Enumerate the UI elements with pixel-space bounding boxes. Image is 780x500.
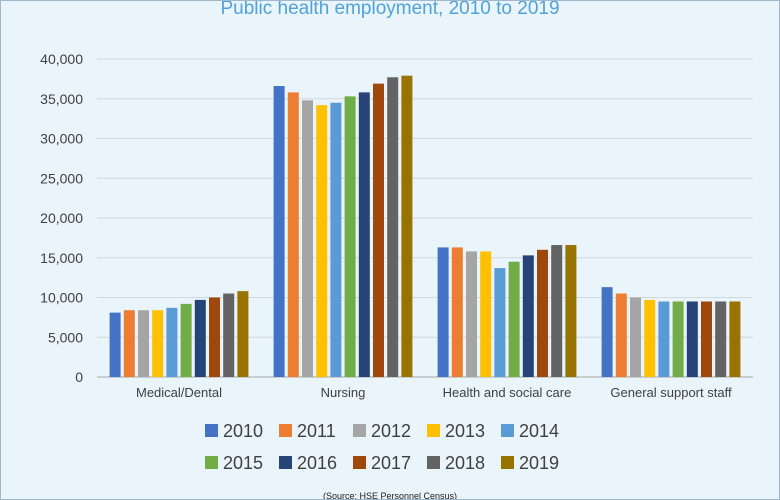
bar: [551, 245, 563, 377]
y-tick-label: 40,000: [40, 51, 83, 67]
x-tick-label: Medical/Dental: [136, 385, 222, 400]
bar: [508, 261, 520, 377]
legend-label: 2012: [371, 421, 411, 441]
y-axis: 0 5,000 10,000 15,000 20,000 25,000 30,000 35,0…: [40, 51, 83, 385]
bar: [166, 307, 178, 377]
y-tick-label: 10,000: [40, 290, 83, 306]
bar: [480, 251, 492, 377]
legend-label: 2017: [371, 453, 411, 473]
y-tick-label: 35,000: [40, 91, 83, 107]
bar: [223, 293, 235, 377]
bar: [109, 312, 121, 377]
legend-swatch: [353, 424, 366, 437]
x-tick-label: Health and social care: [443, 385, 572, 400]
x-tick-label: Nursing: [321, 385, 366, 400]
bars: [109, 75, 741, 378]
bar: [451, 247, 463, 377]
bar: [672, 301, 684, 377]
bar: [287, 92, 299, 377]
legend-swatch: [501, 424, 514, 437]
legend-label: 2019: [519, 453, 559, 473]
bar: [358, 92, 370, 377]
bar: [302, 100, 313, 377]
bar: [494, 268, 506, 377]
x-tick-label: General support staff: [610, 385, 732, 400]
legend-swatch: [501, 456, 514, 469]
legend-label: 2011: [297, 421, 336, 441]
bar: [209, 297, 220, 377]
bar: [180, 303, 192, 377]
bar: [373, 83, 384, 378]
bar: [537, 249, 548, 377]
bar: [344, 96, 356, 378]
bar: [644, 299, 656, 377]
legend-swatch: [427, 424, 440, 437]
source-note: (Source: HSE Personnel Census): [322, 491, 458, 500]
bar: [330, 102, 342, 377]
legend-label: 2010: [223, 421, 263, 441]
bar: [237, 291, 249, 377]
legend: 2010 2011 2012 2013 2014 2015 2016 2017 2018 2019: [205, 421, 559, 473]
legend-label: 2018: [445, 453, 485, 473]
x-axis: Medical/Dental Nursing Health and social c…: [136, 385, 732, 400]
bar: [686, 301, 698, 377]
legend-swatch: [279, 424, 292, 437]
bar: [138, 310, 149, 377]
y-tick-label: 0: [75, 369, 83, 385]
bar: [630, 297, 641, 377]
bar: [387, 77, 399, 377]
bar: [123, 310, 135, 377]
bar: [316, 105, 328, 378]
bar: [729, 301, 741, 377]
bar: [466, 251, 477, 377]
legend-label: 2013: [445, 421, 485, 441]
gridlines: [97, 58, 753, 378]
legend-label: 2014: [519, 421, 559, 441]
legend-swatch: [205, 424, 218, 437]
bar: [194, 299, 206, 377]
legend-swatch: [427, 456, 440, 469]
bar: [715, 301, 727, 377]
legend-label: 2016: [297, 453, 337, 473]
y-tick-label: 30,000: [40, 131, 83, 147]
legend-swatch: [279, 456, 292, 469]
bar: [658, 301, 670, 377]
y-tick-label: 5,000: [48, 329, 83, 345]
y-tick-label: 25,000: [40, 170, 83, 186]
bar: [152, 310, 164, 377]
y-tick-label: 20,000: [40, 210, 83, 226]
bar: [273, 86, 285, 377]
bar: [401, 75, 413, 377]
legend-swatch: [353, 456, 366, 469]
legend-swatch: [205, 456, 218, 469]
bar: [522, 255, 534, 377]
y-tick-label: 15,000: [40, 250, 83, 266]
bar: [701, 301, 712, 377]
bar: [615, 293, 627, 377]
legend-label: 2015: [223, 453, 263, 473]
bar: [565, 245, 577, 377]
bar: [601, 287, 613, 377]
chart-title: Public health employment, 2010 to 2019: [220, 0, 560, 19]
bar: [437, 247, 449, 377]
